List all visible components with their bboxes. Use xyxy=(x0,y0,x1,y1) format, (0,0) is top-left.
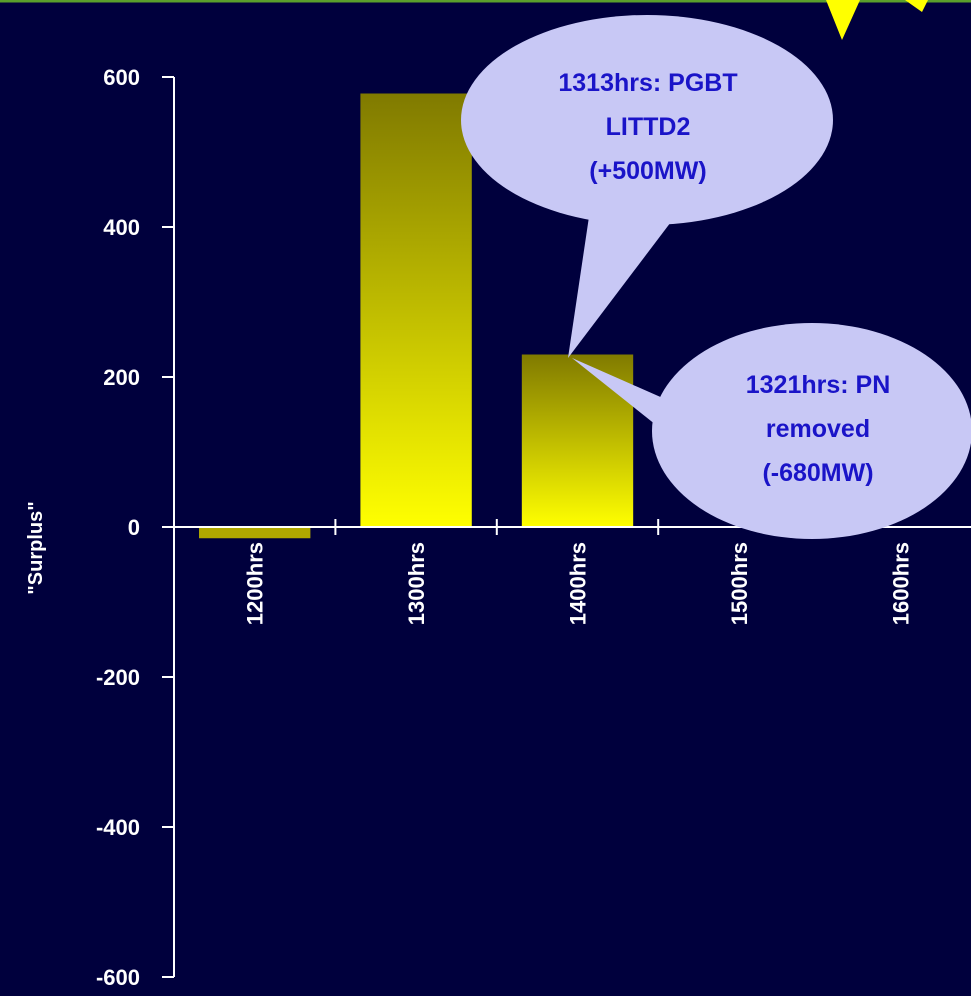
y-tick-label: -600 xyxy=(96,965,140,990)
callout-1321hrs-line1: 1321hrs: PN xyxy=(746,371,891,399)
top-pointer-fragment-right xyxy=(905,0,928,12)
y-axis-label: "Surplus" xyxy=(25,501,47,594)
callout-1313hrs-bubble xyxy=(461,15,833,225)
callout-1321hrs: 1321hrs: PN removed (-680MW) xyxy=(572,323,971,539)
y-ticks: 600 400 200 0 -200 -400 -600 xyxy=(96,65,174,990)
y-tick-label: 600 xyxy=(103,65,140,90)
callout-1321hrs-line2: removed xyxy=(766,415,870,443)
x-tick-label-1200hrs: 1200hrs xyxy=(243,542,268,625)
y-tick-label: 400 xyxy=(103,215,140,240)
callout-1321hrs-bubble xyxy=(652,323,971,539)
callout-1313hrs-tail xyxy=(568,210,680,358)
callout-1313hrs-line3: (+500MW) xyxy=(589,157,706,185)
bar-1300hrs xyxy=(360,93,472,527)
y-tick-label: -400 xyxy=(96,815,140,840)
x-tick-label-1300hrs: 1300hrs xyxy=(404,542,429,625)
y-tick-label: 200 xyxy=(103,365,140,390)
x-tick-label-1400hrs: 1400hrs xyxy=(566,542,591,625)
x-tick-label-1500hrs: 1500hrs xyxy=(727,542,752,625)
x-ticks: 1200hrs 1300hrs 1400hrs 1500hrs 1600hrs xyxy=(243,519,913,625)
x-tick-label-1600hrs: 1600hrs xyxy=(888,542,913,625)
y-tick-label: 0 xyxy=(128,515,140,540)
bars-layer xyxy=(199,93,634,539)
bar-1200hrs xyxy=(199,527,311,539)
top-pointer-fragment xyxy=(826,0,860,40)
callout-1313hrs-line1: 1313hrs: PGBT xyxy=(558,69,737,97)
callout-1313hrs-line2: LITTD2 xyxy=(606,113,691,141)
y-tick-label: -200 xyxy=(96,665,140,690)
callout-1321hrs-line3: (-680MW) xyxy=(762,459,873,487)
callout-1313hrs: 1313hrs: PGBT LITTD2 (+500MW) xyxy=(461,15,833,358)
